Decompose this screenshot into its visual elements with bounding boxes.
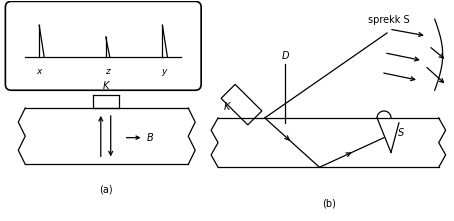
Text: (b): (b) <box>322 199 336 209</box>
Text: B: B <box>147 133 153 143</box>
FancyBboxPatch shape <box>5 1 201 90</box>
Text: x: x <box>36 67 42 76</box>
Text: z: z <box>105 67 110 76</box>
Text: (a): (a) <box>99 184 113 194</box>
Text: S: S <box>398 128 404 138</box>
Text: sprekk S: sprekk S <box>368 15 410 25</box>
Text: K: K <box>224 102 230 112</box>
Text: y: y <box>162 67 167 76</box>
Text: K: K <box>103 81 109 91</box>
Text: D: D <box>282 51 289 61</box>
